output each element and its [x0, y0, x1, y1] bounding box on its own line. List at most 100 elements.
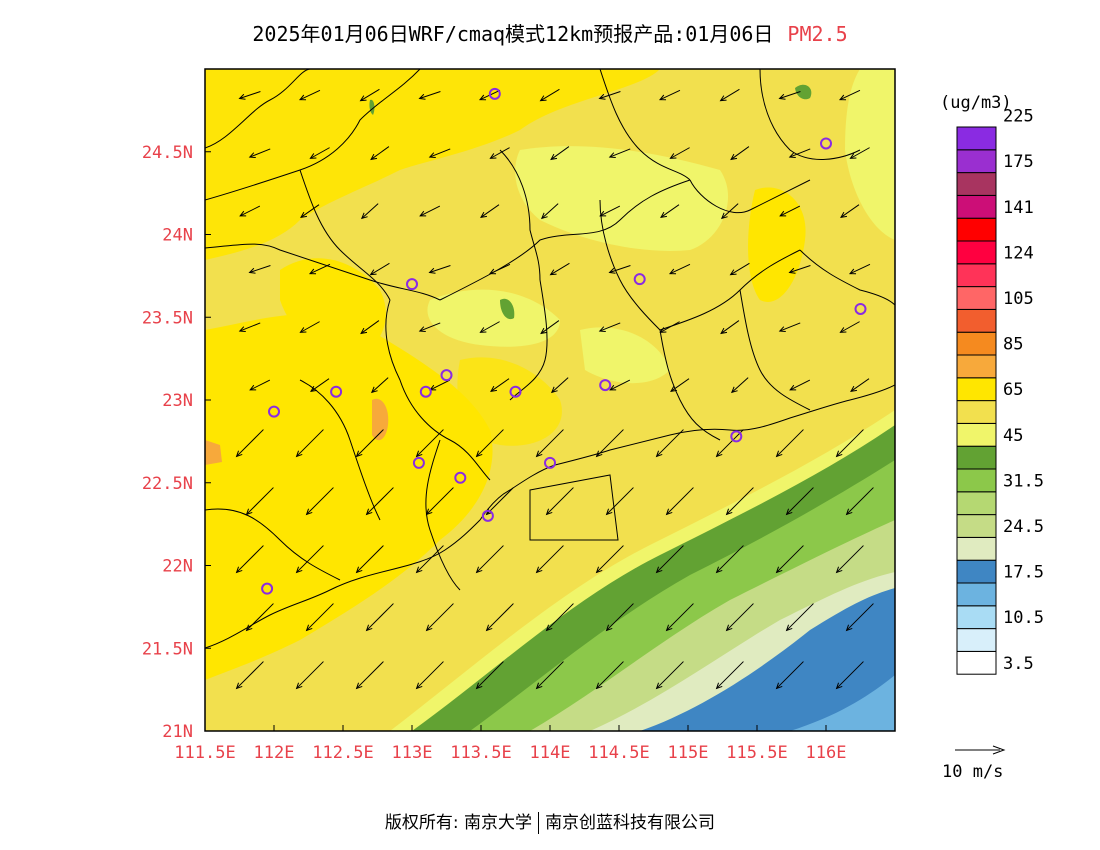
station-marker [330, 385, 343, 398]
y-tick-label: 21N [162, 722, 193, 742]
wind-arrow [415, 661, 444, 690]
legend-label: 3.5 [1003, 654, 1034, 674]
legend-swatch [956, 605, 997, 630]
wind-arrow [660, 204, 680, 218]
legend-swatch [956, 126, 997, 151]
legend-swatch [956, 628, 997, 652]
x-tick-label: 112E [254, 743, 295, 763]
y-tick-label: 23N [162, 391, 193, 411]
footer-company: 南京创蓝科技有限公司 [545, 813, 716, 833]
wind-arrow [235, 545, 264, 574]
legend-swatch [956, 172, 997, 196]
legend-swatch [956, 331, 997, 356]
wind-arrow [359, 88, 380, 102]
wind-arrow [305, 487, 334, 516]
wind-arrow [488, 263, 511, 275]
wind-arrow [418, 91, 441, 100]
wind-arrow [655, 545, 684, 574]
wind-arrow [668, 263, 691, 275]
wind-arrow [598, 322, 621, 333]
legend-label: 65 [1003, 380, 1023, 400]
wind-arrow [720, 203, 739, 220]
wind-arrow [725, 603, 754, 632]
x-axis: 111.5E 112E 112.5E 113E 113.5E 114E 114.5E 115E… [174, 725, 846, 763]
wind-arrow [480, 204, 500, 218]
wind-arrow [370, 377, 389, 394]
wind-arrow [658, 89, 681, 101]
wind-arrow [550, 377, 569, 394]
title-main: 2025年01月06日WRF/cmaq模式12km预报产品:01月06日 [252, 22, 774, 46]
legend-swatch [956, 286, 997, 310]
wind-arrow [595, 545, 624, 574]
wind-arrow [249, 379, 271, 391]
wind-arrow [659, 321, 680, 333]
wind-arrow [425, 603, 454, 632]
legend-swatch [956, 400, 997, 424]
station-marker [599, 379, 612, 392]
legend-swatch [956, 650, 997, 675]
boundaries [205, 69, 895, 649]
wind-arrow [365, 603, 394, 632]
wind-arrow [369, 262, 390, 276]
wind-arrow [715, 661, 744, 690]
legend-label: 175 [1003, 152, 1034, 172]
wind-arrow [599, 205, 621, 217]
legend-label: 141 [1003, 198, 1034, 218]
wind-arrow [415, 545, 444, 574]
x-tick-label: 116E [806, 743, 847, 763]
station-marker [440, 369, 453, 382]
legend-label: 85 [1003, 335, 1023, 355]
wind-arrow [655, 661, 684, 690]
legend-swatch [956, 582, 997, 607]
legend-swatch [956, 422, 997, 447]
wind-arrow [835, 429, 864, 458]
legend-label: 24.5 [1003, 517, 1044, 537]
wind-arrow [669, 147, 690, 159]
legend-swatch [956, 308, 997, 333]
station-marker [544, 456, 556, 469]
wind-arrow [655, 429, 684, 458]
wind-arrow [595, 661, 624, 690]
wind-arrow [239, 205, 261, 217]
station-marker [268, 405, 280, 418]
station-marker [730, 430, 743, 443]
wind-arrow [235, 661, 264, 690]
wind-arrow [485, 603, 514, 632]
wind-arrow [835, 661, 864, 690]
wind-arrow [850, 378, 870, 392]
wind-arrow [475, 661, 504, 690]
wind-arrow [475, 545, 504, 574]
legend-swatch [956, 377, 997, 402]
wind-arrow [775, 429, 804, 458]
legend-swatch [956, 491, 997, 516]
wind-arrow [360, 203, 379, 220]
wind-arrow [360, 320, 380, 335]
wind-arrow [730, 146, 750, 161]
x-tick-label: 112.5E [312, 743, 373, 763]
legend-swatch [956, 240, 997, 265]
wind-arrow [370, 146, 390, 161]
wind-arrow [729, 262, 750, 276]
x-tick-label: 115.5E [726, 743, 787, 763]
station-marker [509, 385, 522, 398]
legend-label: 17.5 [1003, 563, 1044, 583]
wind-arrow [295, 429, 324, 458]
wind-arrow [775, 545, 804, 574]
wind-arrow [845, 603, 874, 632]
legend-swatch [956, 445, 997, 470]
wind-arrow [490, 378, 510, 392]
wind-arrow [845, 487, 874, 516]
wind-arrow [595, 429, 624, 458]
wind-arrow [840, 204, 860, 218]
x-tick-label: 111.5E [174, 743, 235, 763]
station-marker [633, 273, 646, 286]
wind-arrow [419, 205, 441, 217]
wind-arrow [605, 603, 634, 632]
wind-arrow [849, 147, 870, 159]
wind-arrow [715, 429, 744, 458]
y-tick-label: 24.5N [142, 143, 193, 163]
wind-arrow [665, 603, 694, 632]
wind-arrow [785, 487, 814, 516]
wind-arrow [785, 603, 814, 632]
